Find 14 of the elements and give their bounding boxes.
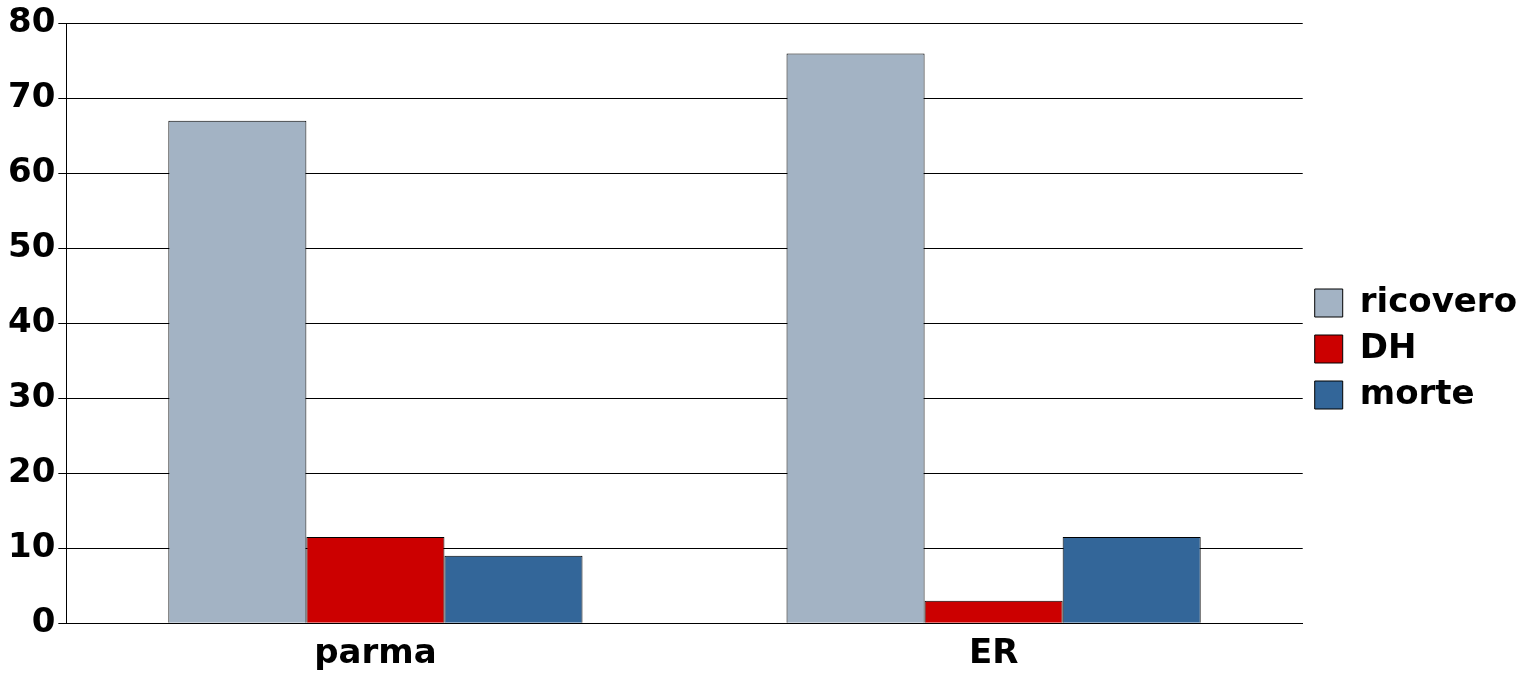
x-tick-label: ER xyxy=(968,631,1019,672)
legend-label: ricovero xyxy=(1359,279,1518,320)
y-tick-label: 60 xyxy=(7,150,56,191)
y-tick-label: 70 xyxy=(7,75,56,116)
y-tick-label: 40 xyxy=(7,300,56,341)
x-tick-label: parma xyxy=(314,631,437,672)
y-tick-label: 0 xyxy=(31,600,56,641)
y-tick-label: 50 xyxy=(7,225,56,266)
y-tick-label: 10 xyxy=(7,525,56,566)
legend-label: DH xyxy=(1359,325,1417,366)
legend-label: morte xyxy=(1359,371,1475,412)
y-tick-label: 80 xyxy=(7,0,56,41)
y-tick-label: 20 xyxy=(7,450,56,491)
y-tick-label: 30 xyxy=(7,375,56,416)
